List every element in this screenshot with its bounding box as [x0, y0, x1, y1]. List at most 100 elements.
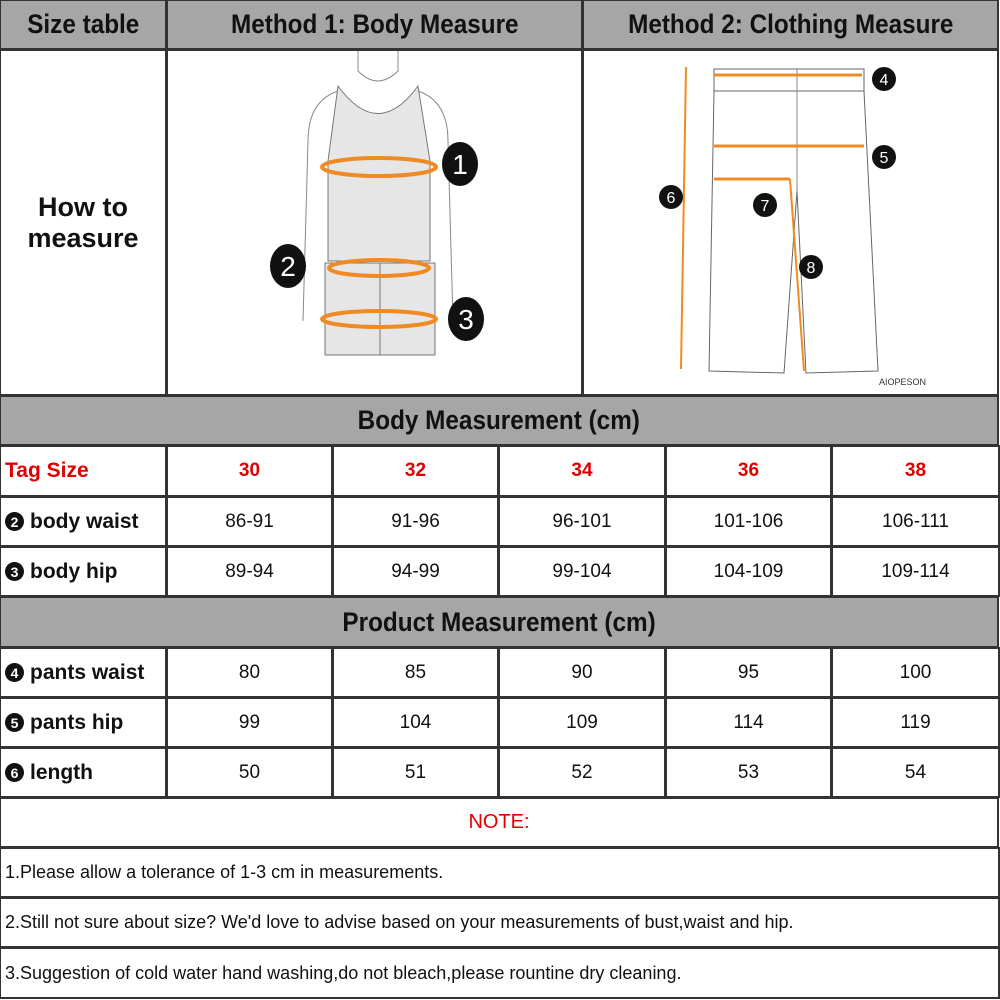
table-cell-text: 114 [733, 711, 764, 733]
size-header-text: 34 [571, 460, 593, 481]
table-cell-text: 96-101 [552, 510, 612, 532]
table-cell: 99 [166, 697, 333, 748]
marker-3: 3 [458, 304, 474, 335]
size-header: 34 [498, 445, 666, 497]
size-header-text: 38 [904, 460, 927, 481]
table-cell: 114 [665, 697, 832, 748]
table-cell-text: 104-109 [713, 560, 784, 582]
row-label-text: body waist [30, 509, 139, 533]
row-label-text: length [30, 760, 93, 784]
table-cell-text: 51 [404, 761, 427, 783]
number-badge-icon: 3 [5, 562, 24, 581]
table-cell: 106-111 [831, 496, 1000, 547]
row-label: 4 pants waist [0, 647, 167, 698]
marker-1: 1 [452, 149, 468, 180]
watermark: AIOPESON [879, 377, 926, 387]
table-cell-text: 90 [571, 661, 593, 683]
marker-4: 4 [880, 72, 889, 89]
table-cell: 90 [498, 647, 666, 698]
tag-size-label-text: Tag Size [5, 459, 89, 482]
table-cell-text: 53 [737, 761, 760, 783]
size-header-text: 32 [404, 460, 427, 481]
tag-size-label: Tag Size [0, 445, 167, 497]
table-cell-text: 86-91 [225, 510, 274, 532]
table-cell: 80 [166, 647, 333, 698]
number-badge-icon: 2 [5, 512, 24, 531]
table-cell: 51 [332, 747, 499, 798]
body-title-label: Body Measurement (cm) [357, 405, 641, 435]
method1-header: Method 1: Body Measure [166, 0, 583, 50]
how-to-label: How to measure [27, 191, 139, 253]
table-cell: 86-91 [166, 496, 333, 547]
size-header: 38 [831, 445, 1000, 497]
table-cell-text: 106-111 [882, 510, 949, 532]
table-cell-text: 99-104 [552, 560, 612, 582]
note-title: NOTE: [0, 797, 999, 848]
pants-illustration-cell: 4 5 6 7 8 AIOPESON [582, 49, 999, 396]
table-cell: 104 [332, 697, 499, 748]
number-badge-icon: 5 [5, 713, 24, 732]
note-line: 1.Please allow a tolerance of 1-3 cm in … [0, 847, 1000, 898]
table-cell-text: 109-114 [881, 560, 950, 582]
size-header: 30 [166, 445, 333, 497]
row-label: 6 length [0, 747, 167, 798]
pants-illustration: 4 5 6 7 8 AIOPESON [659, 66, 926, 387]
table-cell-text: 101-106 [713, 510, 784, 532]
table-cell-text: 50 [238, 761, 261, 783]
table-cell: 89-94 [166, 546, 333, 597]
table-cell-text: 80 [238, 661, 261, 683]
marker-2: 2 [280, 251, 296, 282]
table-cell: 94-99 [332, 546, 499, 597]
table-cell-text: 89-94 [225, 560, 274, 582]
row-label-text: body hip [30, 559, 118, 583]
method1-label: Method 1: Body Measure [230, 9, 519, 39]
note-line-text: 3.Suggestion of cold water hand washing,… [5, 962, 682, 983]
table-cell-text: 54 [904, 761, 927, 783]
table-cell: 85 [332, 647, 499, 698]
table-cell: 52 [498, 747, 666, 798]
product-title-label: Product Measurement (cm) [342, 606, 656, 637]
number-badge-icon: 4 [5, 663, 24, 682]
table-cell-text: 100 [899, 661, 932, 683]
size-table-header: Size table [0, 0, 167, 50]
size-table-label: Size table [26, 9, 140, 39]
table-cell: 50 [166, 747, 333, 798]
table-cell: 54 [831, 747, 1000, 798]
size-header-text: 30 [238, 460, 261, 481]
row-label: 3 body hip [0, 546, 167, 597]
size-header: 36 [665, 445, 832, 497]
table-cell-text: 99 [238, 711, 261, 733]
note-line-text: 2.Still not sure about size? We'd love t… [5, 912, 794, 932]
how-to-measure: How to measure [0, 49, 167, 396]
row-label: 5 pants hip [0, 697, 167, 748]
table-cell: 53 [665, 747, 832, 798]
table-cell: 109-114 [831, 546, 1000, 597]
table-cell: 109 [498, 697, 666, 748]
table-cell: 100 [831, 647, 1000, 698]
table-cell: 91-96 [332, 496, 499, 547]
note-line: 3.Suggestion of cold water hand washing,… [0, 947, 1000, 999]
number-badge-icon: 6 [5, 763, 24, 782]
size-header-text: 36 [737, 460, 760, 481]
method2-header: Method 2: Clothing Measure [582, 0, 999, 50]
table-cell: 101-106 [665, 496, 832, 547]
marker-7: 7 [761, 198, 770, 215]
body-measurement-title: Body Measurement (cm) [0, 395, 999, 446]
marker-6: 6 [667, 190, 676, 207]
body-illustration: 1 2 3 [270, 51, 484, 356]
table-cell-text: 94-99 [391, 560, 440, 582]
note-line-text: 1.Please allow a tolerance of 1-3 cm in … [5, 862, 444, 882]
table-cell: 95 [665, 647, 832, 698]
table-cell-text: 91-96 [391, 510, 440, 532]
table-cell-text: 109 [566, 711, 598, 733]
table-cell: 104-109 [665, 546, 832, 597]
table-cell: 99-104 [498, 546, 666, 597]
product-measurement-title: Product Measurement (cm) [0, 596, 999, 648]
note-title-label: NOTE: [468, 811, 530, 833]
table-cell: 119 [831, 697, 1000, 748]
table-cell-text: 52 [571, 761, 593, 783]
row-label: 2 body waist [0, 496, 167, 547]
table-cell-text: 85 [404, 661, 427, 683]
method2-label: Method 2: Clothing Measure [627, 9, 954, 39]
size-header: 32 [332, 445, 499, 497]
